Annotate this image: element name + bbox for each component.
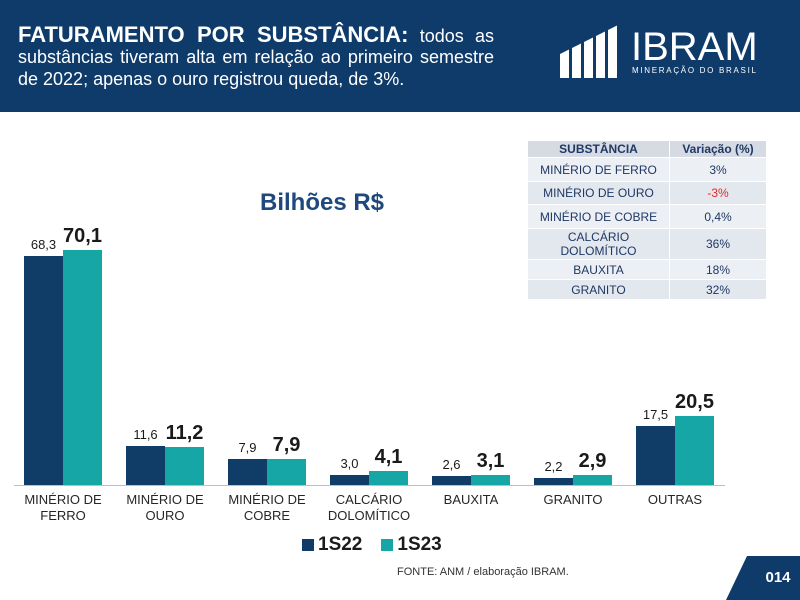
legend-label-1s22: 1S22 <box>318 534 363 555</box>
bar-1s22-calcario-dolomitico <box>330 474 369 485</box>
table-cell-substance: CALCÁRIO DOLOMÍTICO <box>528 229 669 259</box>
legend-swatch-1s22 <box>302 539 314 551</box>
variation-value: -3% <box>707 186 729 200</box>
data-label-1s22-bauxita: 2,6 <box>442 457 461 473</box>
bar-1s22-outras <box>636 426 675 485</box>
table-cell-substance: GRANITO <box>528 280 669 299</box>
category-label-granito: GRANITO <box>543 492 603 507</box>
category-label-minerio-de-cobre: MINÉRIO DE COBRE <box>228 492 306 523</box>
variation-value: 0,4% <box>704 209 732 224</box>
variation-value: 32% <box>705 282 731 297</box>
table-header-variation: Variação (%) <box>670 141 766 157</box>
category-label-calcario-dolomitico: CALCÁRIO DOLOMÍTICO <box>327 492 411 523</box>
data-label-1s23-minerio-de-ferro: 70,1 <box>63 225 102 247</box>
data-label-1s23-outras: 20,5 <box>675 391 714 414</box>
category-label-minerio-de-ouro: MINÉRIO DE OURO <box>126 492 204 523</box>
substance-name: CALCÁRIO DOLOMÍTICO <box>560 230 637 258</box>
page-number: 014 <box>765 569 791 586</box>
data-label-1s23-calcario-dolomitico: 4,1 <box>374 446 403 469</box>
bar-1s23-calcario-dolomitico <box>369 471 408 485</box>
data-label-1s22-minerio-de-ouro: 11,6 <box>133 427 158 443</box>
source-note: FONTE: ANM / elaboração IBRAM. <box>397 566 569 578</box>
header-title: FATURAMENTO POR SUBSTÂNCIA: todos as sub… <box>18 23 494 90</box>
header-title-line-3: de 2022; apenas o ouro registrou queda, … <box>18 69 405 89</box>
table-cell-variation: 3% <box>670 158 766 181</box>
bar-chart: Bilhões R$ 68,3 70,1 MINÉRIO DE FERRO 11,6 1… <box>14 189 725 523</box>
data-label-1s22-minerio-de-ferro: 68,3 <box>30 237 57 253</box>
variation-value: 36% <box>705 237 731 251</box>
table-cell-substance: MINÉRIO DE FERRO <box>528 158 669 181</box>
legend-label-1s23: 1S23 <box>397 534 442 555</box>
page-tab-shape <box>726 556 800 600</box>
table-cell-substance: MINÉRIO DE OURO <box>528 182 669 204</box>
data-label-1s23-minerio-de-cobre: 7,9 <box>272 433 301 456</box>
data-label-1s23-granito: 2,9 <box>578 450 607 473</box>
data-label-1s23-minerio-de-ouro: 11,2 <box>165 422 204 445</box>
table-header-substance: SUBSTÂNCIA <box>528 141 669 157</box>
bar-1s22-minerio-de-cobre <box>228 458 267 485</box>
variation-table: SUBSTÂNCIA Variação (%) MINÉRIO DE FERRO… <box>528 141 766 299</box>
table-cell-substance: MINÉRIO DE COBRE <box>528 205 669 228</box>
table-cell-variation: 18% <box>670 260 766 279</box>
table-cell-variation: 0,4% <box>670 205 766 228</box>
header-title-line-2: substâncias tiveram alta em relação ao p… <box>18 47 494 67</box>
header-title-heading: FATURAMENTO POR SUBSTÂNCIA: <box>18 22 409 47</box>
table-header-label: SUBSTÂNCIA <box>559 142 638 156</box>
category-label-bauxita: BAUXITA <box>443 492 499 507</box>
data-label-1s22-calcario-dolomitico: 3,0 <box>340 455 359 471</box>
legend-item-1s22: 1S22 <box>302 535 362 555</box>
chart-title: Bilhões R$ <box>260 189 385 216</box>
bar-1s23-minerio-de-ouro <box>165 447 204 485</box>
substance-name: GRANITO <box>571 282 626 297</box>
substance-name: MINÉRIO DE FERRO <box>540 162 657 177</box>
bar-1s23-outras <box>675 416 714 485</box>
bar-1s23-minerio-de-cobre <box>267 458 306 485</box>
header-band: FATURAMENTO POR SUBSTÂNCIA: todos as sub… <box>0 0 800 112</box>
table-header-label: Variação (%) <box>682 142 754 156</box>
logo-tagline: MINERAÇÃO DO BRASIL <box>632 66 758 75</box>
bar-1s22-minerio-de-ouro <box>126 446 165 485</box>
ibram-logo-icon <box>560 25 617 78</box>
legend: 1S22 1S23 <box>302 535 442 555</box>
legend-item-1s23: 1S23 <box>381 534 442 555</box>
header-title-text: todos as <box>419 26 494 46</box>
bar-1s22-minerio-de-ferro <box>24 256 63 485</box>
category-label-outras: OUTRAS <box>647 492 703 507</box>
data-label-1s23-bauxita: 3,1 <box>476 449 505 472</box>
category-label-minerio-de-ferro: MINÉRIO DE FERRO <box>24 492 102 523</box>
table-cell-variation: 32% <box>670 280 766 299</box>
data-label-1s22-minerio-de-cobre: 7,9 <box>238 439 257 455</box>
bar-1s22-bauxita <box>432 476 471 485</box>
x-axis-line <box>14 485 725 486</box>
variation-value: 3% <box>709 162 727 177</box>
substance-name: BAUXITA <box>573 262 624 277</box>
bar-1s23-bauxita <box>471 474 510 485</box>
header-title-line-1: FATURAMENTO POR SUBSTÂNCIA: todos as <box>18 23 494 46</box>
table-cell-substance: BAUXITA <box>528 260 669 279</box>
bar-1s23-minerio-de-ferro <box>63 250 102 485</box>
table-cell-variation: 36% <box>670 229 766 259</box>
bar-1s23-granito <box>573 475 612 485</box>
data-label-1s22-granito: 2,2 <box>544 458 563 474</box>
legend-swatch-1s23 <box>381 539 394 551</box>
substance-name: MINÉRIO DE COBRE <box>539 209 658 224</box>
logo-name: IBRAM <box>631 25 758 69</box>
substance-name: MINÉRIO DE OURO <box>543 186 654 200</box>
table-cell-variation: -3% <box>670 182 766 204</box>
data-label-1s22-outras: 17,5 <box>642 407 669 423</box>
variation-value: 18% <box>705 262 731 277</box>
page-number-tab <box>726 556 800 600</box>
bar-1s22-granito <box>534 477 573 485</box>
